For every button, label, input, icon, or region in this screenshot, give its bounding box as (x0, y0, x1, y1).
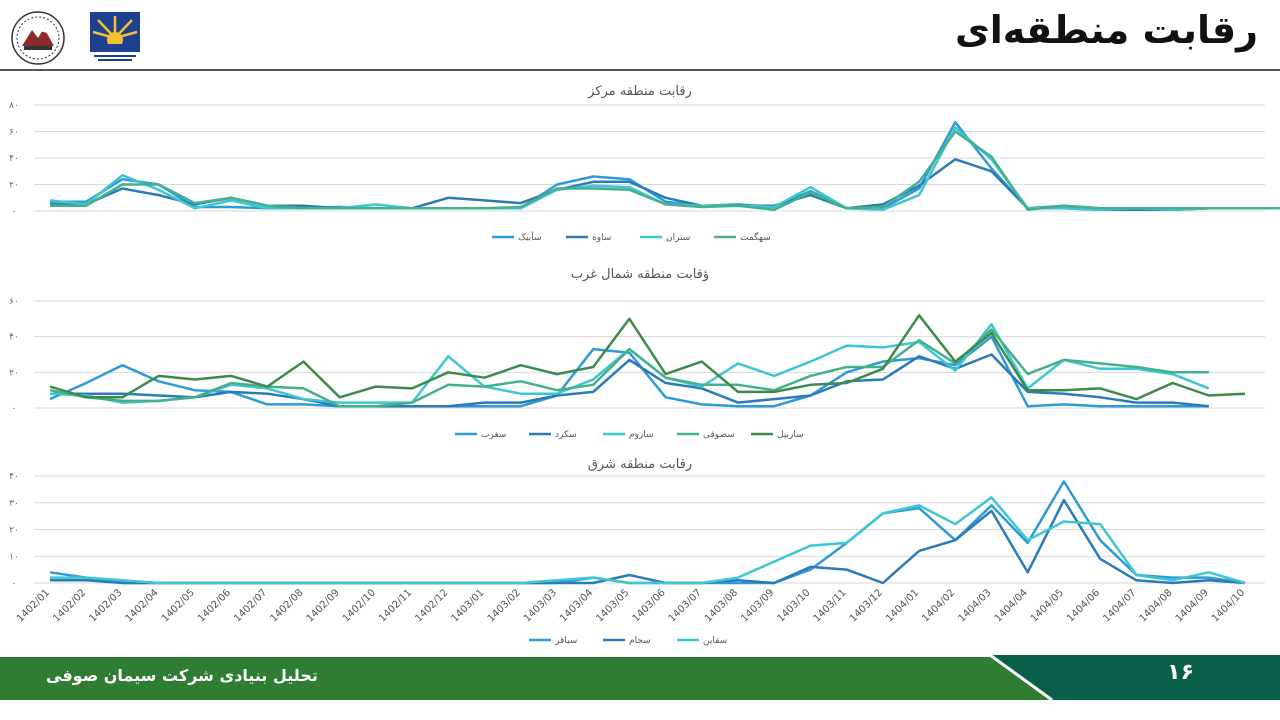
x-tick-label: 1402/10 (341, 587, 378, 624)
chart-2: ؤقابت منطقه شمال غرب ۰ ۲۰ ۴۰ ۶۰ سغرب سکرد ساروم… (9, 267, 1265, 440)
x-tick-label: 1402/07 (232, 587, 269, 624)
x-tick-label: 1403/08 (703, 587, 740, 624)
x-tick-label: 1403/12 (848, 587, 885, 624)
y-tick-label: ۴۰ (9, 333, 19, 343)
legend-label: سقاین (703, 636, 727, 646)
x-tick-label: 1402/02 (51, 587, 88, 624)
series-line (50, 496, 1246, 585)
x-tick-label: 1404/04 (993, 587, 1030, 624)
header: رقابت منطقه‌ای (0, 0, 1280, 71)
legend-label: ساوه (592, 233, 611, 243)
y-tick-label: ۲۰ (9, 368, 19, 378)
x-tick-label: 1402/03 (87, 587, 124, 624)
y-tick-label: ۱۰ (9, 552, 19, 562)
page-title: رقابت منطقه‌ای (954, 8, 1258, 52)
x-tick-label: 1403/06 (631, 587, 668, 624)
y-tick-label: ۸۰ (9, 101, 19, 111)
chart-title: رقابت منطقه مرکز (587, 84, 692, 99)
chart-title: رقابت منطقه شرق (588, 457, 692, 472)
y-tick-label: ۴۰ (9, 154, 19, 164)
x-tick-label: 1403/02 (486, 587, 523, 624)
x-tick-label: 1404/05 (1029, 587, 1066, 624)
x-tick-label: 1404/08 (1138, 587, 1175, 624)
x-tick-label: 1404/03 (956, 587, 993, 624)
x-tick-label: 1403/04 (558, 587, 595, 624)
page-number: ۱۶ (1167, 660, 1194, 685)
legend-label: ساروم (629, 430, 654, 440)
legend-label: ساربیل (777, 430, 804, 440)
series-line (49, 314, 1246, 401)
series-line (49, 480, 1246, 585)
y-tick-label: ۶۰ (9, 128, 19, 138)
legend-label: سآبیک (518, 231, 542, 243)
y-tick-label: ۲۰ (9, 181, 19, 191)
mountain-seal-logo-icon (11, 11, 65, 65)
legend-label: سجام (629, 636, 651, 646)
x-tick-label: 1402/01 (15, 587, 52, 624)
x-tick-label: 1404/01 (884, 587, 921, 624)
x-tick-label: 1403/09 (739, 587, 776, 624)
x-tick-label: 1402/08 (268, 587, 305, 624)
x-tick-label: 1403/10 (775, 587, 812, 624)
x-tick-label: 1402/12 (413, 587, 450, 624)
x-tick-label: 1403/11 (812, 587, 849, 624)
footer-dark-band (990, 655, 1280, 700)
legend-label: سباقر (554, 636, 577, 646)
y-tick-label: ۰ (12, 207, 17, 217)
emblem-sun-logo-icon (90, 12, 140, 61)
x-tick-label: 1403/05 (594, 587, 631, 624)
y-tick-label: ۴۰ (9, 472, 19, 482)
y-tick-label: ۲۰ (9, 526, 19, 536)
legend-label: سهگمت (740, 231, 771, 243)
x-tick-label: 1402/11 (377, 587, 414, 624)
legend-label: سصوفی (703, 430, 735, 440)
legend-label: سکرد (555, 430, 577, 440)
footer-green-band (0, 657, 1062, 700)
series-line (49, 335, 1209, 408)
series-line (50, 353, 1209, 408)
x-tick-label: 1402/09 (305, 587, 342, 624)
chart-3: رقابت منطقه شرق ۰ ۱۰ ۲۰ ۳۰ ۴۰ سباقر سجام سقاین 14… (9, 457, 1265, 646)
y-tick-label: ۰ (12, 404, 17, 414)
x-tick-label: 1404/06 (1065, 587, 1102, 624)
x-tick-label: 1402/04 (124, 587, 161, 624)
chart-title: ؤقابت منطقه شمال غرب (571, 267, 709, 282)
x-tick-label: 1404/10 (1210, 587, 1247, 624)
series-line (50, 130, 1280, 211)
footer-text: تحلیل بنیادی شرکت سیمان صوفی (46, 666, 318, 685)
x-tick-label: 1402/06 (196, 587, 233, 624)
x-tick-label: 1402/05 (160, 587, 197, 624)
series-line (49, 328, 1209, 408)
header-divider (0, 69, 1280, 71)
x-tick-label: 1403/07 (667, 587, 704, 624)
y-tick-label: ۶۰ (9, 297, 19, 307)
x-tick-label: 1403/01 (450, 587, 487, 624)
y-tick-label: ۰ (12, 579, 17, 589)
footer-separator (989, 655, 1053, 700)
x-tick-label: 1404/02 (920, 587, 957, 624)
legend-label: ستران (666, 233, 690, 243)
legend-label: سغرب (481, 430, 506, 440)
series-line (50, 498, 1246, 585)
x-tick-label: 1404/07 (1101, 587, 1138, 624)
x-tick-label: 1403/03 (522, 587, 559, 624)
charts-area: رقابت منطقه مرکز ۰ ۲۰ ۴۰ ۶۰ ۸۰ سآبیک ساوه ستران س… (9, 84, 1280, 646)
x-tick-label: 1404/09 (1174, 587, 1211, 624)
y-tick-label: ۳۰ (9, 499, 19, 509)
footer (0, 655, 1280, 700)
chart-1: رقابت منطقه مرکز ۰ ۲۰ ۴۰ ۶۰ ۸۰ سآبیک ساوه ستران س… (9, 84, 1280, 243)
